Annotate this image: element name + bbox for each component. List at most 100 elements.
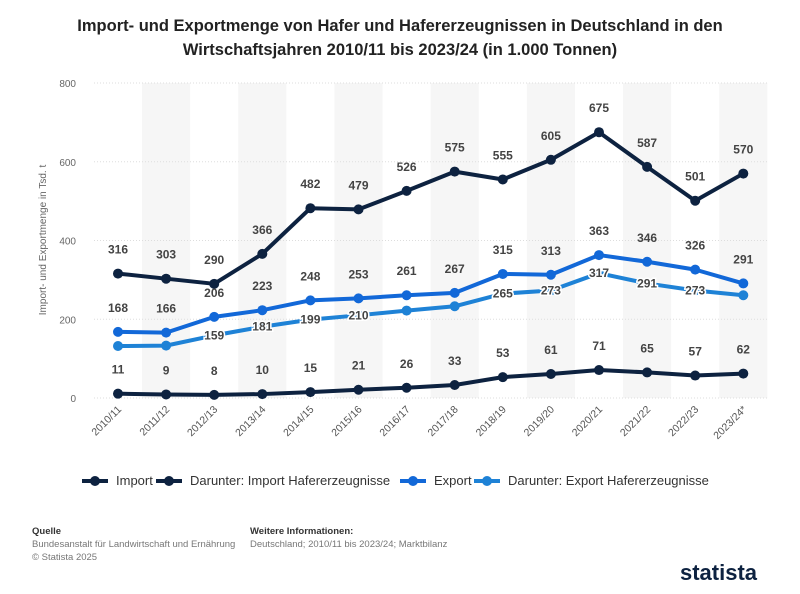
data-label: 291 — [637, 276, 657, 290]
series-line — [117, 271, 744, 349]
data-point — [209, 311, 220, 322]
legend-export-hafererzeugnisse[interactable]: Darunter: Export Hafererzeugnisse — [474, 473, 709, 488]
data-point — [642, 161, 653, 172]
data-label: 253 — [348, 267, 368, 281]
data-point — [401, 382, 412, 393]
data-label: 313 — [541, 244, 561, 258]
data-label: 10 — [256, 363, 270, 377]
data-label: 326 — [685, 239, 705, 253]
data-label: 159 — [204, 328, 224, 342]
data-point — [401, 305, 412, 316]
data-label: 8 — [211, 364, 218, 378]
more-info: Weitere Informationen: Deutschland; 2010/… — [250, 525, 447, 551]
data-point — [401, 185, 412, 196]
data-label: 366 — [252, 223, 272, 237]
data-point — [353, 293, 364, 304]
x-tick-label: 2010/11 — [89, 404, 124, 439]
data-label: 273 — [541, 284, 561, 298]
x-tick-label: 2013/14 — [233, 404, 268, 439]
data-label: 501 — [685, 170, 705, 184]
x-tick-label: 2017/18 — [425, 404, 460, 439]
legend-marker — [156, 475, 182, 486]
y-tick-label: 200 — [59, 315, 76, 326]
data-point — [545, 154, 556, 165]
x-tick-label: 2020/21 — [570, 404, 605, 439]
x-tick-label: 2015/16 — [329, 404, 364, 439]
data-point — [209, 278, 220, 289]
source-text[interactable]: Bundesanstalt für Landwirtschaft und Ern… — [32, 539, 236, 550]
x-tick-label: 2018/19 — [474, 404, 509, 439]
data-point — [642, 367, 653, 378]
data-point — [257, 248, 268, 259]
data-point — [449, 287, 460, 298]
source-label: Quelle — [32, 526, 62, 537]
data-label: 248 — [300, 269, 320, 283]
data-point — [113, 388, 123, 399]
data-point — [257, 305, 268, 316]
y-tick-label: 600 — [59, 158, 76, 169]
data-label: 267 — [445, 262, 465, 276]
legend-import[interactable]: Import — [82, 473, 153, 488]
data-label: 11 — [112, 363, 125, 377]
legend-marker — [474, 475, 500, 486]
series-line — [117, 368, 744, 397]
data-label: 21 — [352, 359, 366, 373]
data-label: 363 — [589, 224, 609, 238]
x-tick-label: 2019/20 — [522, 404, 557, 439]
data-point — [594, 250, 604, 261]
data-point — [161, 389, 172, 400]
y-tick-label: 0 — [70, 394, 76, 405]
data-point — [594, 365, 604, 376]
data-point — [353, 204, 364, 215]
data-label: 53 — [496, 346, 510, 360]
data-label: 526 — [397, 160, 417, 174]
series-line — [117, 253, 744, 335]
data-label: 57 — [689, 345, 703, 359]
data-point — [353, 310, 364, 321]
data-point — [353, 384, 364, 395]
legend-export[interactable]: Export — [400, 473, 472, 488]
data-point — [690, 195, 701, 206]
y-tick-label: 400 — [59, 237, 76, 248]
plot: 0 200 400 600 800 Import- und Exportmenge in … — [38, 79, 768, 442]
data-point — [161, 340, 172, 351]
data-label: 303 — [156, 248, 176, 262]
data-label: 675 — [589, 101, 609, 115]
data-label: 181 — [252, 320, 272, 334]
data-label: 166 — [156, 302, 176, 316]
data-label: 315 — [493, 243, 513, 257]
data-point — [257, 389, 268, 400]
y-tick-label: 800 — [59, 79, 76, 90]
data-label: 61 — [544, 343, 558, 357]
data-label: 291 — [733, 252, 753, 266]
data-point — [209, 389, 220, 400]
data-point — [401, 290, 412, 301]
series-line — [117, 130, 745, 286]
x-tick-label: 2012/13 — [185, 404, 220, 439]
legend-import-hafererzeugnisse[interactable]: Darunter: Import Hafererzeugnisse — [156, 473, 390, 488]
data-label: 587 — [637, 136, 657, 150]
x-tick-label: 2014/15 — [281, 404, 316, 439]
data-label: 290 — [204, 253, 224, 267]
data-point — [113, 268, 123, 279]
data-point — [642, 256, 653, 267]
data-point — [738, 168, 749, 179]
legend-label: Darunter: Import Hafererzeugnisse — [190, 473, 391, 488]
x-tick-label: 2023/24* — [711, 404, 749, 442]
legend-marker — [82, 475, 108, 486]
data-point — [642, 278, 653, 289]
data-point — [738, 290, 749, 301]
data-label: 605 — [541, 129, 561, 143]
x-tick-label: 2021/22 — [618, 404, 653, 439]
statista-logo[interactable]: statista — [680, 560, 758, 585]
data-point — [449, 166, 460, 177]
data-label: 346 — [637, 231, 657, 245]
data-label: 555 — [493, 148, 513, 162]
data-label: 9 — [163, 363, 170, 377]
data-point — [305, 295, 316, 306]
data-label: 482 — [300, 177, 320, 191]
data-point — [257, 321, 268, 332]
data-label: 575 — [445, 141, 465, 155]
y-axis-label: Import- und Exportmenge in Tsd. t — [38, 165, 49, 316]
